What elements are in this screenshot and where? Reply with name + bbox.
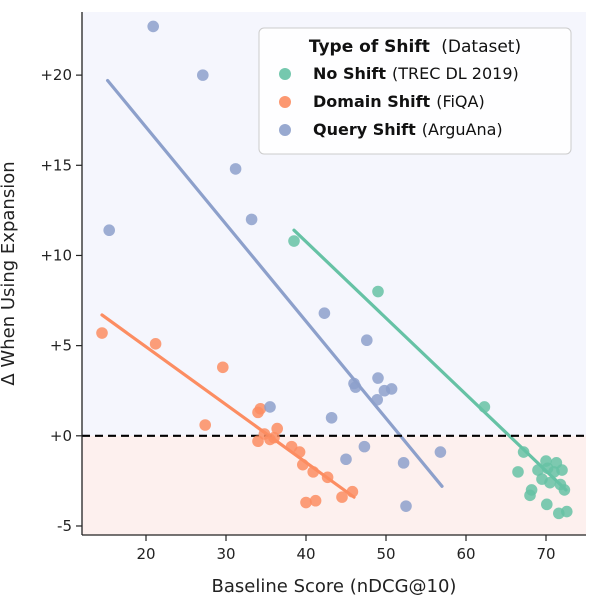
data-point-series-3 — [325, 411, 338, 424]
data-point-series-2 — [297, 458, 309, 471]
legend-items: No Shift (TREC DL 2019) Domain Shift (FiQA)… — [279, 64, 519, 139]
data-point-series-2 — [309, 494, 322, 507]
y-tick-label: +5 — [50, 337, 72, 355]
data-point-series-1 — [517, 446, 530, 458]
data-point-series-3 — [349, 381, 362, 393]
y-tick-label: +15 — [40, 156, 72, 174]
legend-title-bold: Type of Shift — [309, 37, 430, 57]
x-tick-label: 30 — [216, 545, 235, 563]
data-point-series-2 — [199, 419, 211, 431]
data-point-series-1 — [512, 466, 524, 478]
y-tick-label: +0 — [50, 427, 72, 445]
legend: Type of Shift (Dataset) No Shift (TREC DL… — [258, 27, 572, 155]
data-point-series-3 — [400, 500, 412, 512]
legend-marker-2 — [279, 96, 291, 108]
x-axis-label: Baseline Score (nDCG@10) — [212, 576, 457, 597]
tick-marks: 20 30 40 50 60 70 -5 +0 +5 +10 +15 +20 — [40, 66, 555, 563]
data-point-series-3 — [358, 440, 371, 453]
legend-title: Type of Shift (Dataset) — [309, 37, 521, 57]
x-tick-label: 60 — [456, 545, 475, 563]
data-point-series-2 — [149, 338, 162, 350]
data-point-series-3 — [372, 372, 384, 384]
data-point-series-1 — [558, 484, 571, 496]
data-point-series-3 — [385, 383, 398, 395]
data-point-series-1 — [524, 489, 536, 502]
y-axis-label: Δ When Using Expansion — [0, 161, 19, 385]
x-tick-label: 40 — [296, 545, 315, 563]
fit-line-1 — [292, 228, 568, 492]
data-point-series-2 — [254, 402, 267, 415]
y-tick-label: +10 — [40, 246, 72, 264]
data-point-series-1 — [556, 464, 568, 476]
data-point-series-1 — [544, 476, 556, 489]
data-point-series-1 — [532, 464, 544, 476]
legend-label-rest: (TREC DL 2019) — [392, 64, 519, 83]
data-point-series-3 — [264, 401, 276, 413]
data-point-series-1 — [561, 505, 573, 518]
data-point-series-2 — [293, 446, 306, 458]
legend-title-rest: (Dataset) — [441, 37, 521, 57]
below-zero-region — [82, 435, 586, 535]
legend-label-bold: Query Shift — [313, 120, 416, 139]
data-point-series-1 — [288, 235, 300, 247]
data-point-series-2 — [268, 431, 280, 444]
data-point-series-2 — [336, 491, 348, 503]
data-point-series-2 — [271, 422, 284, 435]
x-tick-label: 20 — [136, 545, 155, 563]
data-point-series-3 — [318, 307, 331, 319]
legend-marker-3 — [279, 124, 291, 136]
data-point-series-3 — [397, 457, 410, 469]
data-point-series-2 — [307, 466, 320, 478]
axes — [81, 12, 586, 536]
data-point-series-3 — [371, 393, 384, 406]
legend-marker-1 — [279, 68, 291, 80]
legend-label-1: No Shift (TREC DL 2019) — [313, 64, 519, 83]
fit-line-3 — [105, 78, 444, 488]
legend-box — [258, 27, 572, 155]
legend-label-bold: Domain Shift — [313, 92, 431, 111]
legend-label-2: Domain Shift (FiQA) — [313, 92, 485, 111]
data-point-series-2 — [346, 485, 359, 498]
legend-label-rest: (ArguAna) — [422, 120, 503, 139]
data-point-series-2 — [217, 361, 229, 374]
data-point-series-1 — [478, 401, 491, 413]
data-point-series-2 — [300, 496, 312, 509]
x-tick-label: 70 — [536, 545, 555, 563]
data-point-series-2 — [96, 327, 108, 339]
data-point-series-3 — [434, 446, 447, 458]
data-point-series-3 — [245, 213, 258, 226]
y-tick-label: +20 — [40, 66, 72, 84]
legend-label-bold: No Shift — [313, 64, 386, 83]
data-point-series-3 — [197, 69, 209, 81]
data-point-series-3 — [229, 163, 242, 175]
data-point-series-2 — [321, 471, 334, 484]
data-point-series-1 — [372, 285, 384, 298]
legend-label-rest: (FiQA) — [436, 92, 485, 111]
data-points — [96, 20, 573, 520]
data-point-series-3 — [340, 453, 352, 466]
data-point-series-3 — [361, 334, 373, 347]
data-point-series-3 — [147, 20, 159, 33]
data-point-series-3 — [103, 224, 115, 237]
y-tick-label: -5 — [57, 517, 72, 535]
legend-label-3: Query Shift (ArguAna) — [313, 120, 503, 139]
data-point-series-1 — [541, 498, 553, 511]
x-tick-label: 50 — [376, 545, 395, 563]
